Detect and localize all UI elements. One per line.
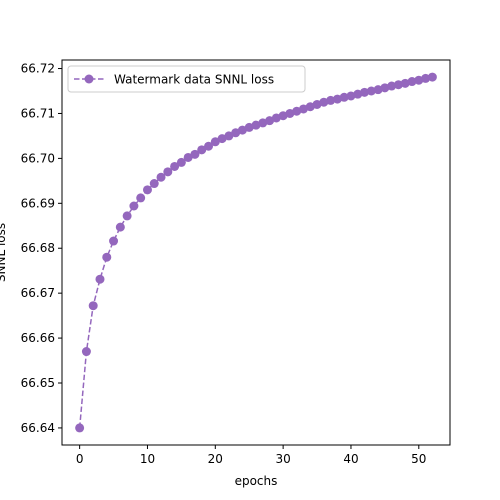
data-point — [197, 145, 207, 155]
data-point — [156, 172, 166, 182]
data-point — [366, 86, 376, 96]
data-point — [360, 87, 370, 97]
data-point — [224, 131, 234, 141]
data-point — [393, 80, 403, 90]
y-tick-label: 66.71 — [21, 106, 55, 120]
x-tick-label: 40 — [343, 452, 358, 466]
x-tick-label: 30 — [275, 452, 290, 466]
data-point — [298, 104, 308, 114]
x-tick-label: 20 — [208, 452, 223, 466]
data-point — [136, 193, 146, 203]
y-tick-label: 66.67 — [21, 286, 55, 300]
y-tick-label: 66.68 — [21, 241, 55, 255]
data-point — [312, 99, 322, 109]
data-point — [142, 185, 152, 195]
data-point — [346, 91, 356, 101]
data-point — [183, 152, 193, 162]
data-point — [292, 106, 302, 116]
data-point — [109, 236, 119, 246]
y-tick-label: 66.66 — [21, 331, 55, 345]
data-point — [190, 149, 200, 159]
data-point — [407, 77, 417, 87]
data-point — [400, 78, 410, 88]
data-point — [102, 252, 112, 262]
x-tick-label: 0 — [76, 452, 84, 466]
data-point — [421, 73, 431, 83]
data-point — [265, 116, 275, 126]
y-tick-label: 66.72 — [21, 62, 55, 76]
legend: Watermark data SNNL loss — [67, 65, 306, 93]
data-point — [122, 211, 132, 221]
data-point — [373, 85, 383, 95]
y-axis-label: SNNL loss — [0, 223, 8, 282]
data-point — [210, 137, 220, 147]
data-point — [285, 108, 295, 118]
data-point — [305, 102, 315, 112]
y-tick-label: 66.65 — [21, 376, 55, 390]
data-point — [387, 81, 397, 91]
y-tick-label: 66.70 — [21, 151, 55, 165]
data-point — [427, 72, 437, 82]
data-point — [332, 94, 342, 104]
data-point — [75, 423, 85, 433]
x-tick-label: 50 — [411, 452, 426, 466]
data-point — [380, 83, 390, 93]
data-point — [251, 120, 261, 130]
axes-frame — [61, 59, 451, 446]
data-point — [163, 167, 173, 177]
y-tick-label: 66.69 — [21, 196, 55, 210]
data-point — [129, 201, 139, 211]
data-point — [95, 274, 105, 284]
y-axis-ticks: 66.64 66.65 66.66 66.67 66.68 66.69 66.70 66.71… — [21, 62, 62, 435]
data-point — [339, 92, 349, 102]
series-layer — [75, 72, 437, 433]
legend-frame — [67, 65, 306, 93]
data-point — [217, 134, 227, 144]
data-point — [258, 118, 268, 128]
legend-marker-sample — [84, 74, 94, 84]
data-point — [319, 97, 329, 107]
x-tick-label: 10 — [140, 452, 155, 466]
data-point — [204, 141, 214, 151]
data-point — [414, 75, 424, 85]
x-axis-ticks: 0 10 20 30 40 50 — [76, 445, 426, 466]
data-point — [244, 122, 254, 132]
data-point — [149, 179, 159, 189]
data-point — [237, 125, 247, 135]
data-point — [176, 157, 186, 167]
y-tick-label: 66.64 — [21, 421, 55, 435]
data-point — [115, 222, 125, 232]
data-point — [278, 111, 288, 121]
plot-area — [61, 59, 451, 446]
data-point — [81, 347, 91, 357]
legend-label: Watermark data SNNL loss — [114, 73, 274, 87]
data-point — [88, 301, 98, 311]
x-axis-label: epochs — [235, 474, 278, 488]
data-point — [271, 113, 281, 123]
data-point — [170, 161, 180, 171]
data-point — [326, 95, 336, 105]
data-point — [353, 89, 363, 99]
data-point — [231, 128, 241, 138]
